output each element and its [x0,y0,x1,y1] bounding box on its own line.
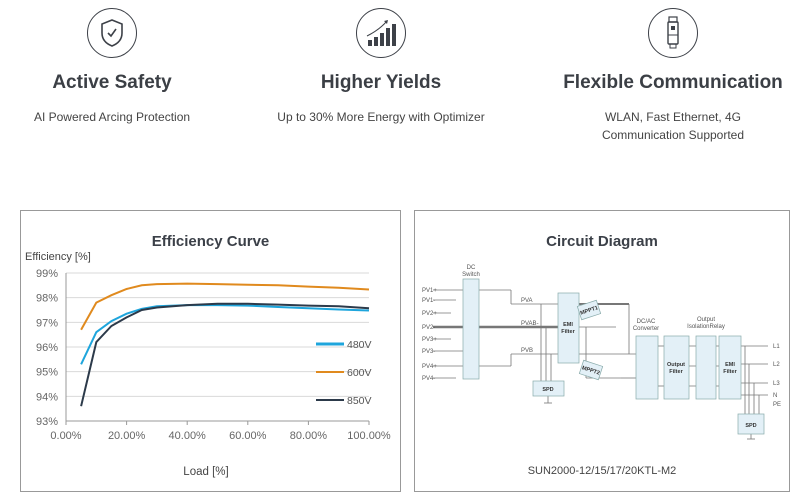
dc-switch-box [462,278,480,380]
chart-title: Efficiency Curve [151,233,270,250]
x-tick-label: 60.00% [229,430,267,442]
feature-higher-yields: Higher Yields Up to 30% More Energy with… [251,0,511,126]
svg-text:PV2+: PV2+ [422,311,437,317]
legend-label: 480V [347,339,372,351]
y-tick-label: 96% [36,342,58,354]
svg-text:Filter: Filter [669,369,683,375]
svg-text:Filter: Filter [561,329,575,335]
svg-text:PV3+: PV3+ [422,337,437,343]
x-tick-label: 40.00% [169,430,207,442]
efficiency-chart: Efficiency [%] Load [%] 93% 94% 95% 96% 97% 9… [25,251,391,478]
x-tick-label: 80.00% [290,430,328,442]
svg-text:L3: L3 [773,381,780,387]
svg-text:L1: L1 [773,344,780,350]
mppt1-box [576,299,602,321]
circuit-diagram-panel: Circuit Diagram [414,210,790,492]
emi-filter-2 [718,335,742,400]
svg-text:Filter: Filter [723,369,737,375]
svg-text:PE: PE [773,402,781,408]
legend-label: 600V [347,367,372,379]
y-tick-label: 95% [36,367,58,379]
mppt2-box [578,359,604,381]
circuit-title: Circuit Diagram [546,233,658,250]
svg-text:L2: L2 [773,362,780,368]
svg-text:Output: Output [697,317,715,323]
x-tick-label: 20.00% [108,430,146,442]
svg-text:Output: Output [667,362,685,368]
feature-flexible-communication: Flexible Communication WLAN, Fast Ethern… [543,0,800,144]
y-tick-label: 99% [36,268,58,280]
svg-text:DC: DC [467,265,476,271]
y-tick-label: 98% [36,293,58,305]
shield-check-icon [87,8,137,58]
feature-title: Flexible Communication [563,72,783,93]
isolation-relay-box [695,335,717,400]
circuit-diagram: DC Switch PV1+ PV1- PV2+ PV2- PV3+ PV3- … [422,265,781,477]
dongle-icon [648,8,698,58]
feature-desc: WLAN, Fast Ethernet, 4G Communication Sup… [601,110,745,142]
svg-text:PV2-: PV2- [422,325,435,331]
spd-box-2 [737,413,765,435]
svg-text:PV4+: PV4+ [422,364,437,370]
svg-text:MPPT2: MPPT2 [581,365,600,376]
model-caption: SUN2000-12/15/17/20KTL-M2 [528,465,677,477]
svg-text:Converter: Converter [633,326,659,332]
svg-text:MPPT1: MPPT1 [580,305,599,316]
svg-text:SPD: SPD [745,423,756,429]
dcac-converter-box [635,335,659,400]
svg-text:EMI: EMI [725,362,735,368]
svg-text:PV1+: PV1+ [422,288,437,294]
y-axis-label: Efficiency [%] [25,251,91,263]
x-tick-label: 0.00% [50,430,81,442]
svg-text:DC/AC: DC/AC [637,319,656,325]
svg-text:Switch: Switch [462,272,480,278]
svg-text:N: N [773,393,777,399]
y-tick-label: 97% [36,317,58,329]
spd-box-1 [532,380,565,397]
svg-text:SPD: SPD [542,387,553,393]
y-tick-label: 94% [36,391,58,403]
efficiency-curve-panel: Efficiency Curve Efficiency [%] Load [%]… [20,210,401,492]
feature-active-safety: Active Safety AI Powered Arcing Protecti… [0,0,242,126]
growth-chart-icon [356,8,406,58]
output-filter-box [663,335,690,400]
emi-filter-1 [557,292,580,364]
svg-text:PV4-: PV4- [422,376,435,382]
svg-text:PVA: PVA [521,298,533,304]
y-tick-label: 93% [36,416,58,428]
svg-text:PVB: PVB [521,348,533,354]
series-line-480V [80,304,370,365]
feature-desc: AI Powered Arcing Protection [33,110,191,124]
series-line-600V [80,282,370,331]
svg-text:EMI: EMI [563,322,573,328]
feature-desc: Up to 30% More Energy with Optimizer [277,110,485,124]
x-tick-label: 100.00% [347,430,391,442]
feature-title: Active Safety [52,72,172,93]
legend-label: 850V [347,395,372,407]
svg-text:PVAB-: PVAB- [521,321,539,327]
svg-text:IsolationRelay: IsolationRelay [687,324,725,330]
feature-title: Higher Yields [320,72,442,93]
svg-text:PV1-: PV1- [422,298,435,304]
x-axis-label: Load [%] [183,466,228,478]
svg-text:PV3-: PV3- [422,349,435,355]
series-line-850V [80,302,370,407]
